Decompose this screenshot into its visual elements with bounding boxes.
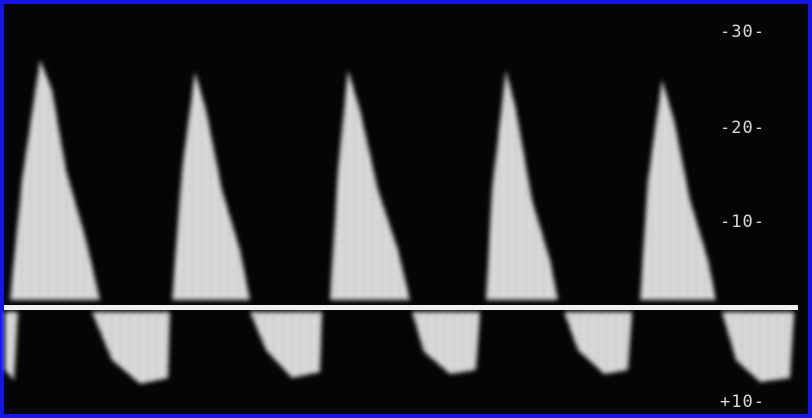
page: -30- -20- -10- +10- (() => { const data …: [0, 0, 812, 418]
scale-label: -20-: [720, 118, 765, 138]
scale-label: +10-: [720, 392, 765, 412]
scale-label: -10-: [720, 212, 765, 232]
doppler-image: -30- -20- -10- +10-: [0, 0, 812, 418]
scale-label: -30-: [720, 22, 765, 42]
baseline: [4, 305, 798, 310]
